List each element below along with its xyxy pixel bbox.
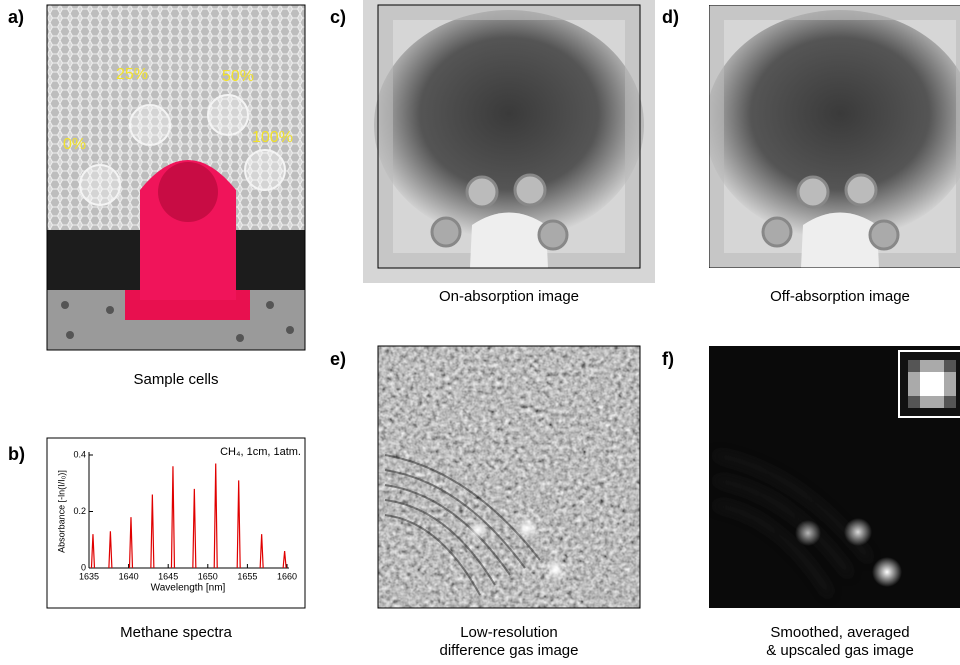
caption: On-absorption image [439,288,579,305]
cell-label: 0% [63,136,86,153]
cell-label: 25% [116,66,148,83]
x-tick-label: 1635 [79,571,99,581]
caption: Low-resolution [460,624,558,641]
x-tick-label: 1645 [158,571,178,581]
panel-label: b) [8,444,25,464]
on-absorption-image [374,5,644,268]
panel-label: a) [8,7,24,27]
caption: Off-absorption image [770,288,910,305]
cell-label: 50% [222,68,254,85]
panel-label: c) [330,7,346,27]
panel-label: e) [330,349,346,369]
x-tick-label: 1655 [237,571,257,581]
figure: a) 0% 25% 50% 100% Sample cells b) 00.20… [0,0,960,665]
photo [47,5,305,350]
caption: difference gas image [440,642,579,659]
y-tick-label: 0.4 [73,449,86,459]
caption: Smoothed, averaged [770,624,909,641]
x-tick-label: 1640 [119,571,139,581]
x-tick-label: 1660 [277,571,297,581]
off-absorption-image [705,5,960,268]
x-tick-label: 1650 [198,571,218,581]
panel-label: d) [662,7,679,27]
annotation: CH₄, 1cm, 1atm. [220,446,301,458]
panel-label: f) [662,349,674,369]
y-axis-label: Absorbance [-ln(I/I₀)] [56,470,66,553]
smoothed-image [709,346,960,608]
difference-image [378,346,640,608]
y-tick-label: 0.2 [73,506,86,516]
cell-label: 100% [252,129,293,146]
x-axis-label: Wavelength [nm] [151,583,226,594]
caption: Sample cells [133,371,218,388]
caption: & upscaled gas image [766,642,914,659]
caption: Methane spectra [120,624,232,641]
